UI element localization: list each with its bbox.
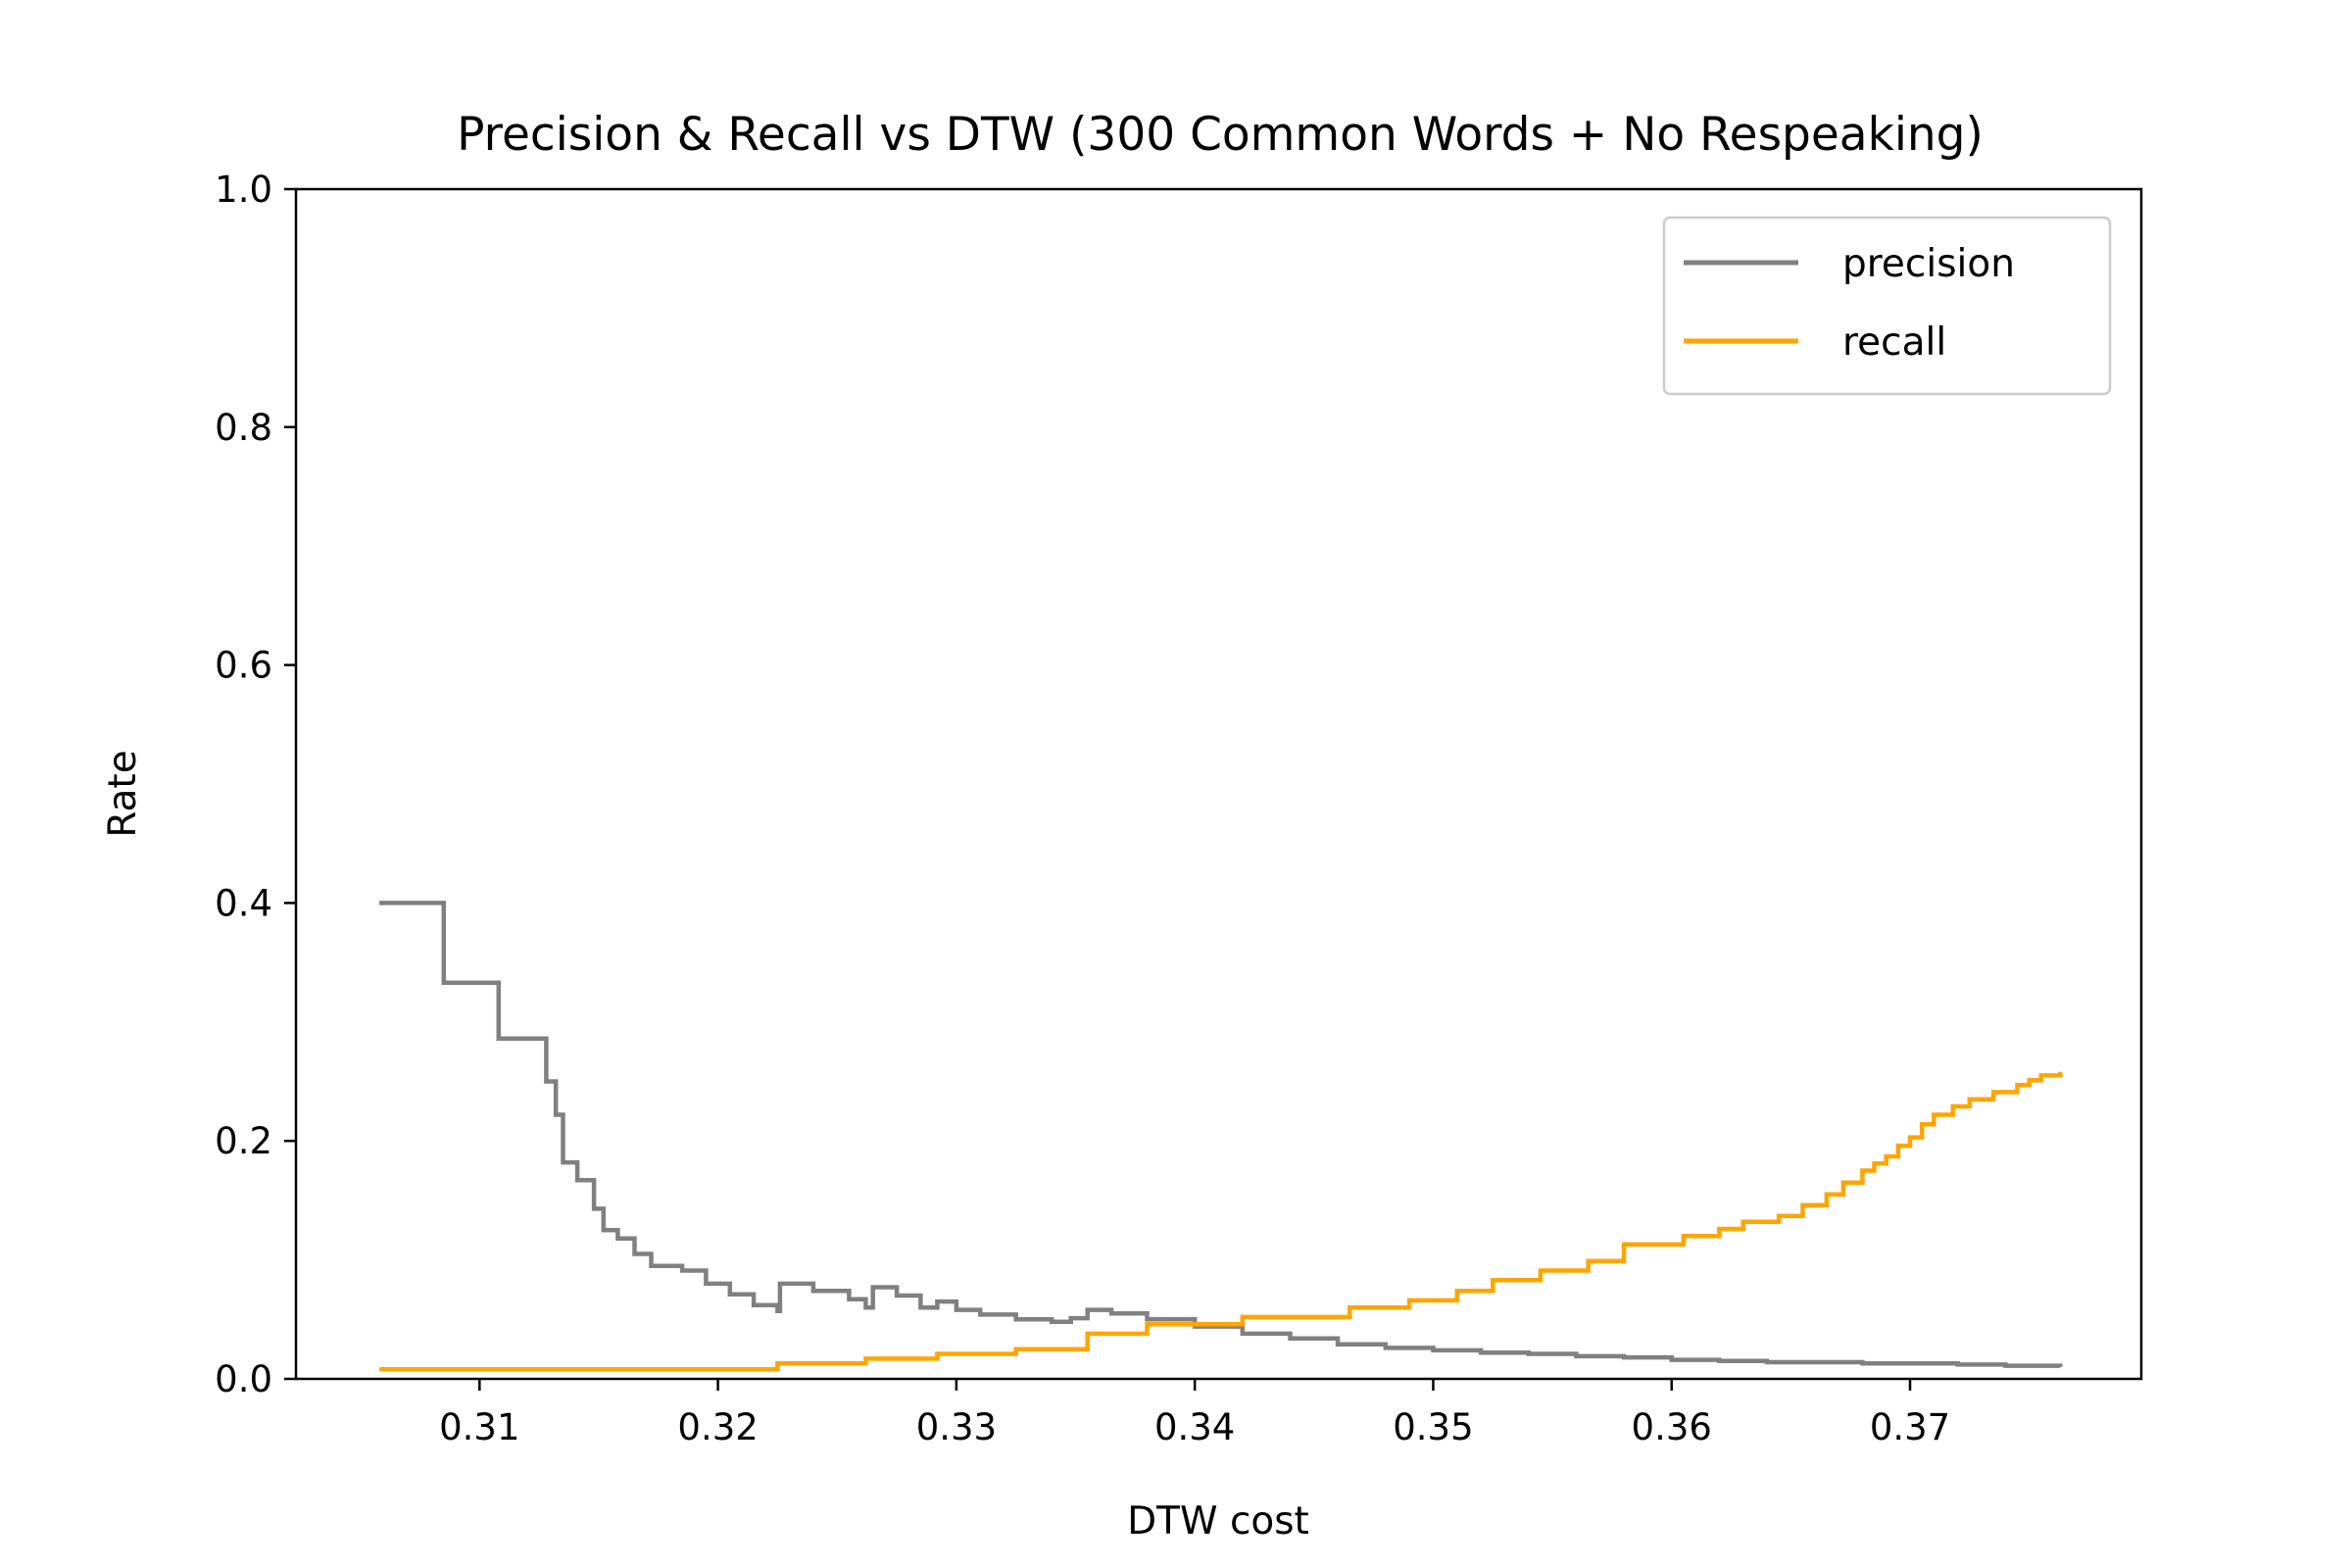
y-tick-label: 0.2 [215,1120,272,1162]
y-tick-label: 1.0 [215,169,272,211]
y-axis: 0.0 0.2 0.4 0.6 0.8 1.0 [215,169,296,1400]
x-tick-label: 0.33 [916,1406,997,1448]
plot-frame [294,187,2143,1381]
y-tick-label: 0.8 [215,407,272,449]
series-line-precision [379,901,2063,1368]
y-tick-label: 0.4 [215,882,272,924]
series-line-recall [379,1071,2063,1372]
legend-precision-label: precision [1842,242,2015,286]
y-axis-title: Rate [101,750,145,837]
x-tick-label: 0.34 [1154,1406,1235,1448]
x-tick-label: 0.31 [439,1406,519,1448]
x-tick-label: 0.36 [1632,1406,1712,1448]
chart-title: Precision & Recall vs DTW (300 Common Wo… [457,108,1984,162]
x-tick-label: 0.35 [1393,1406,1473,1448]
x-tick-label: 0.32 [677,1406,758,1448]
x-axis: 0.31 0.32 0.33 0.34 0.35 0.36 0.37 [439,1379,1950,1448]
series-layer [379,901,2063,1372]
x-axis-title: DTW cost [1127,1499,1309,1544]
y-tick-label: 0.6 [215,645,272,687]
x-tick-label: 0.37 [1870,1406,1950,1448]
y-tick-label: 0.0 [215,1358,272,1400]
legend-recall-label: recall [1842,320,1946,365]
legend: precision recall [1662,216,2112,396]
